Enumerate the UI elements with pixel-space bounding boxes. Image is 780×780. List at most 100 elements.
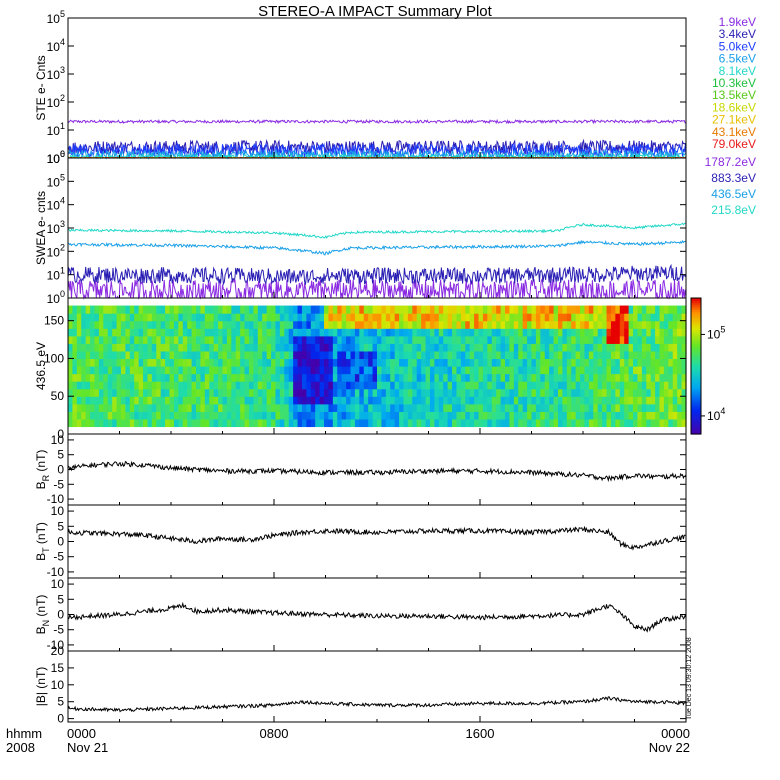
heatmap-cell [98, 381, 104, 390]
heatmap-cell [253, 305, 259, 314]
heatmap-cell [460, 335, 466, 344]
heatmap-cell [116, 381, 122, 390]
heatmap-cell [156, 320, 162, 329]
heatmap-cell [434, 335, 440, 344]
heatmap-cell [513, 335, 519, 344]
legend-entry: 79.0keV [712, 137, 756, 151]
heatmap-cell [677, 313, 683, 322]
heatmap-cell [659, 305, 665, 314]
heatmap-cell [293, 305, 299, 314]
heatmap-cell [597, 403, 603, 412]
heatmap-cell [328, 366, 334, 375]
heatmap-cell [562, 313, 568, 322]
heatmap-cell [187, 418, 193, 428]
heatmap-cell [350, 411, 356, 420]
heatmap-cell [120, 320, 126, 329]
heatmap-cell [522, 418, 528, 428]
heatmap-cell [182, 343, 188, 352]
heatmap-cell [240, 320, 246, 329]
heatmap-cell [196, 335, 202, 344]
heatmap-cell [447, 381, 453, 390]
heatmap-cell [76, 328, 82, 337]
heatmap-cell [429, 335, 435, 344]
heatmap-cell [474, 335, 480, 344]
heatmap-cell [672, 335, 678, 344]
heatmap-cell [491, 418, 497, 428]
heatmap-cell [346, 328, 352, 337]
heatmap-cell [76, 305, 82, 314]
heatmap-cell [372, 396, 378, 405]
heatmap-cell [465, 381, 471, 390]
legend-entry: 8.1keV [719, 64, 756, 78]
heatmap-cell [213, 328, 219, 337]
heatmap-cell [231, 358, 237, 367]
heatmap-cell [226, 358, 232, 367]
heatmap-cell [98, 388, 104, 397]
y-tick-label: 100 [47, 149, 65, 166]
heatmap-cell [120, 313, 126, 322]
heatmap-cell [120, 358, 126, 367]
heatmap-cell [452, 411, 458, 420]
heatmap-cell [315, 396, 321, 405]
legend-entry: 43.1keV [712, 125, 756, 139]
heatmap-cell [200, 305, 206, 314]
colorbar-segment [691, 370, 701, 374]
heatmap-cell [385, 388, 391, 397]
heatmap-cell [173, 373, 179, 382]
heatmap-cell [381, 403, 387, 412]
y-tick-label: 5 [57, 592, 64, 606]
heatmap-cell [231, 373, 237, 382]
heatmap-cell [240, 366, 246, 375]
heatmap-cell [566, 411, 572, 420]
heatmap-cell [412, 396, 418, 405]
heatmap-cell [650, 320, 656, 329]
heatmap-cell [399, 403, 405, 412]
heatmap-cell [279, 305, 285, 314]
heatmap-cell [235, 320, 241, 329]
legend-entry: 1.9keV [719, 15, 756, 29]
heatmap-cell [597, 343, 603, 352]
heatmap-cell [284, 350, 290, 360]
heatmap-cell [557, 305, 563, 314]
heatmap-cell [505, 403, 511, 412]
heatmap-cell [341, 305, 347, 314]
heatmap-cell [469, 343, 475, 352]
heatmap-cell [447, 320, 453, 329]
heatmap-cell [672, 358, 678, 367]
heatmap-cell [399, 313, 405, 322]
heatmap-cell [557, 350, 563, 360]
heatmap-cell [588, 381, 594, 390]
heatmap-cell [553, 403, 559, 412]
heatmap-cell [134, 418, 140, 428]
heatmap-cell [319, 418, 325, 428]
heatmap-cell [399, 411, 405, 420]
heatmap-cell [222, 411, 228, 420]
heatmap-cell [337, 373, 343, 382]
heatmap-cell [275, 403, 281, 412]
colorbar-segment [691, 427, 701, 431]
heatmap-cell [478, 403, 484, 412]
heatmap-cell [641, 388, 647, 397]
time-tick-label: 1600 [466, 726, 495, 741]
heatmap-cell [98, 320, 104, 329]
heatmap-cell [460, 328, 466, 337]
colorbar-segment [691, 336, 701, 340]
heatmap-cell [169, 403, 175, 412]
heatmap-cell [566, 320, 572, 329]
heatmap-cell [328, 358, 334, 367]
heatmap-cell [443, 335, 449, 344]
heatmap-cell [518, 320, 524, 329]
heatmap-cell [98, 411, 104, 420]
heatmap-cell [482, 388, 488, 397]
heatmap-cell [271, 358, 277, 367]
heatmap-cell [350, 396, 356, 405]
heatmap-cell [240, 358, 246, 367]
heatmap-cell [90, 328, 96, 337]
heatmap-cell [434, 373, 440, 382]
heatmap-cell [112, 373, 118, 382]
heatmap-cell [173, 388, 179, 397]
heatmap-cell [381, 305, 387, 314]
heatmap-cell [597, 335, 603, 344]
heatmap-cell [134, 411, 140, 420]
heatmap-cell [284, 335, 290, 344]
